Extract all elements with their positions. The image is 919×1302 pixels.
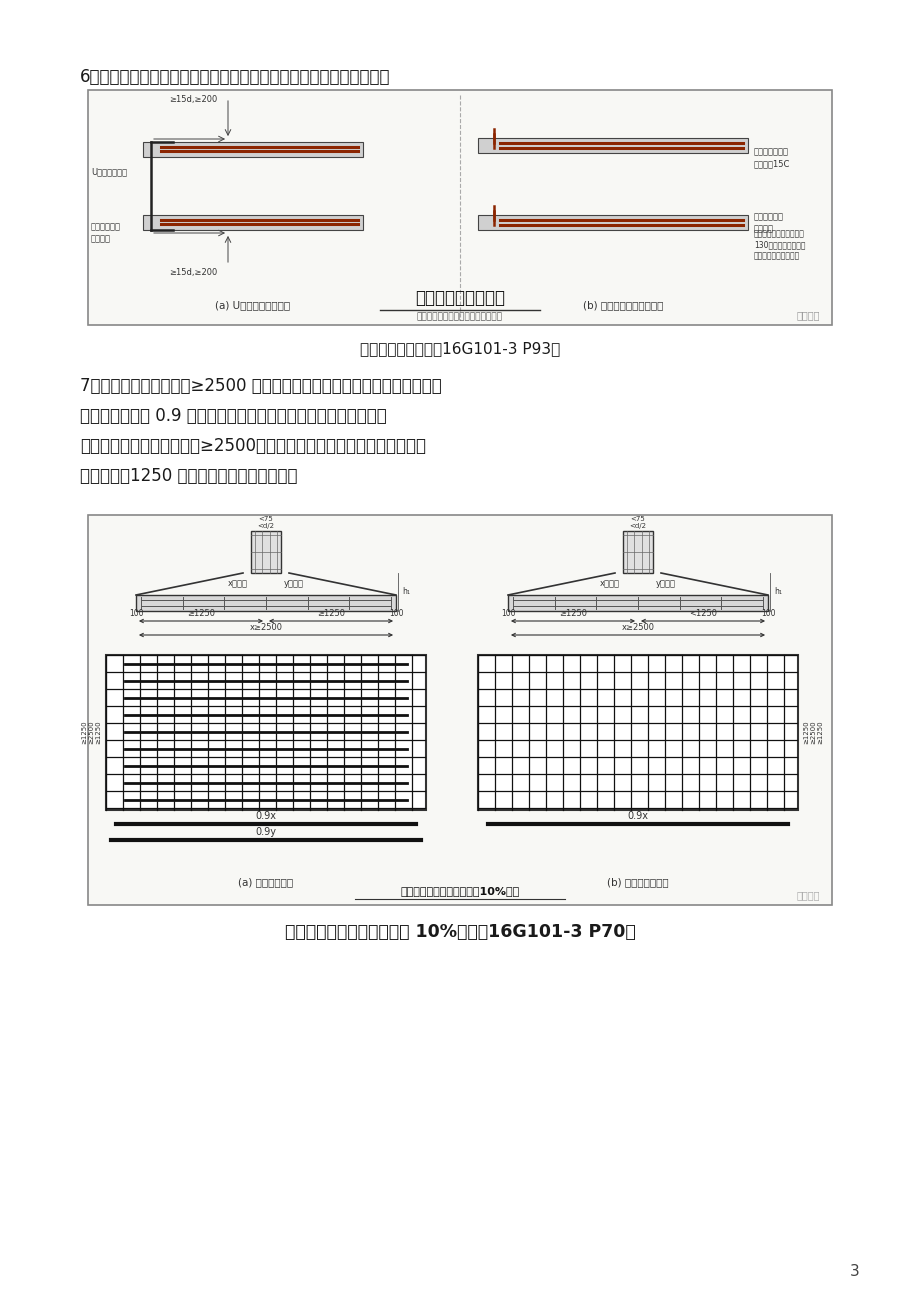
Text: ≥1250: ≥1250 xyxy=(317,609,345,618)
Bar xyxy=(478,655,797,810)
Text: ≥1250
≥2500
≥1250: ≥1250 ≥2500 ≥1250 xyxy=(802,721,823,745)
Text: 0.9x: 0.9x xyxy=(627,811,648,822)
Text: y向配筋: y向配筋 xyxy=(284,579,303,589)
Text: 方向底板长度的 0.9 倍，交错放置，可以节约独立基础钢筋用量。: 方向底板长度的 0.9 倍，交错放置，可以节约独立基础钢筋用量。 xyxy=(80,408,386,424)
Text: 100: 100 xyxy=(129,609,143,618)
Text: 0.9x: 0.9x xyxy=(255,811,277,822)
Text: 顶筋与底筋纵筋弯钩交错
130后有一根侧面构造
纵筋与反交错弯钩绑扎: 顶筋与底筋纵筋弯钩交错 130后有一根侧面构造 纵筋与反交错弯钩绑扎 xyxy=(754,229,805,260)
Text: (b) 纵筋弯钩交错封边方式: (b) 纵筋弯钩交错封边方式 xyxy=(582,299,663,310)
Text: ≥15d,≥200: ≥15d,≥200 xyxy=(169,95,217,104)
Text: 独立基础底板配筋长度剪短 10%构造（16G101-3 P70）: 独立基础底板配筋长度剪短 10%构造（16G101-3 P70） xyxy=(284,923,635,941)
Text: x≥2500: x≥2500 xyxy=(249,622,282,631)
Bar xyxy=(142,142,363,158)
Bar xyxy=(88,516,831,905)
Text: <75
<d/2: <75 <d/2 xyxy=(257,516,274,529)
Text: U形抗边封边筋: U形抗边封边筋 xyxy=(91,168,127,177)
Bar xyxy=(251,531,280,573)
Bar xyxy=(142,215,363,230)
Text: 底筋与顶筋纵筋
弯钩交错15C: 底筋与顶筋纵筋 弯钩交错15C xyxy=(754,147,789,168)
Text: 筑龙施工: 筑龙施工 xyxy=(796,310,819,320)
Text: 7、当独立基础底板长度≥2500 时，除外侧钢筋外，底板配筋长度可取相应: 7、当独立基础底板长度≥2500 时，除外侧钢筋外，底板配筋长度可取相应 xyxy=(80,378,441,395)
Bar xyxy=(507,595,767,611)
Text: ≥1250: ≥1250 xyxy=(559,609,586,618)
Text: ≥1250: ≥1250 xyxy=(187,609,215,618)
Text: 当非对称独立基础底板长度≥2500，但改基础某侧从柱中心至基础底板边: 当非对称独立基础底板长度≥2500，但改基础某侧从柱中心至基础底板边 xyxy=(80,437,425,454)
Text: 独立基础底板配筋长度减短10%构造: 独立基础底板配筋长度减短10%构造 xyxy=(400,885,519,896)
Bar xyxy=(478,138,747,154)
Bar xyxy=(622,531,652,573)
Text: (a) 对称独立基础: (a) 对称独立基础 xyxy=(238,878,293,887)
Text: 封边构造设置要求（16G101-3 P93）: 封边构造设置要求（16G101-3 P93） xyxy=(359,341,560,355)
Bar xyxy=(88,90,831,326)
Text: 100: 100 xyxy=(760,609,775,618)
Text: 缘的距离＜1250 时，钢筋在该侧不应减短。: 缘的距离＜1250 时，钢筋在该侧不应减短。 xyxy=(80,467,297,486)
Bar xyxy=(136,595,395,611)
Text: 3: 3 xyxy=(849,1264,859,1280)
Text: h₁: h₁ xyxy=(773,587,781,596)
Text: 剖面构造纵筋
设计确定: 剖面构造纵筋 设计确定 xyxy=(754,212,783,233)
Text: 剖面构造纵筋
设计确定: 剖面构造纵筋 设计确定 xyxy=(91,223,121,243)
Text: ≥1250
≥2500
≥1250: ≥1250 ≥2500 ≥1250 xyxy=(81,721,101,745)
Text: h₁: h₁ xyxy=(402,587,410,596)
Bar xyxy=(106,655,425,810)
Text: 100: 100 xyxy=(389,609,403,618)
Text: <75
<d/2: <75 <d/2 xyxy=(629,516,646,529)
Text: 100: 100 xyxy=(500,609,515,618)
Text: x≥2500: x≥2500 xyxy=(621,622,653,631)
Text: 0.9y: 0.9y xyxy=(255,827,277,837)
Text: y向配筋: y向配筋 xyxy=(655,579,675,589)
Text: （外伸部位交截面时截面构造细则）: （外伸部位交截面时截面构造细则） xyxy=(416,312,503,322)
Text: 筑龙施工: 筑龙施工 xyxy=(796,891,819,900)
Text: ≥15d,≥200: ≥15d,≥200 xyxy=(169,268,217,277)
Text: 6、筱板封边构造没按规范和设计，擅自设置筱板上下纵筋弯折长度。: 6、筱板封边构造没按规范和设计，擅自设置筱板上下纵筋弯折长度。 xyxy=(80,68,390,86)
Text: (b) 非对称独立基础: (b) 非对称独立基础 xyxy=(607,878,668,887)
Text: (a) U形筋构造封边方式: (a) U形筋构造封边方式 xyxy=(215,299,290,310)
Text: <1250: <1250 xyxy=(688,609,716,618)
Text: x向配筋: x向配筋 xyxy=(228,579,248,589)
Text: x向配筋: x向配筋 xyxy=(599,579,619,589)
Bar xyxy=(478,215,747,230)
Text: 板边缘侧面封边构造: 板边缘侧面封边构造 xyxy=(414,289,505,307)
